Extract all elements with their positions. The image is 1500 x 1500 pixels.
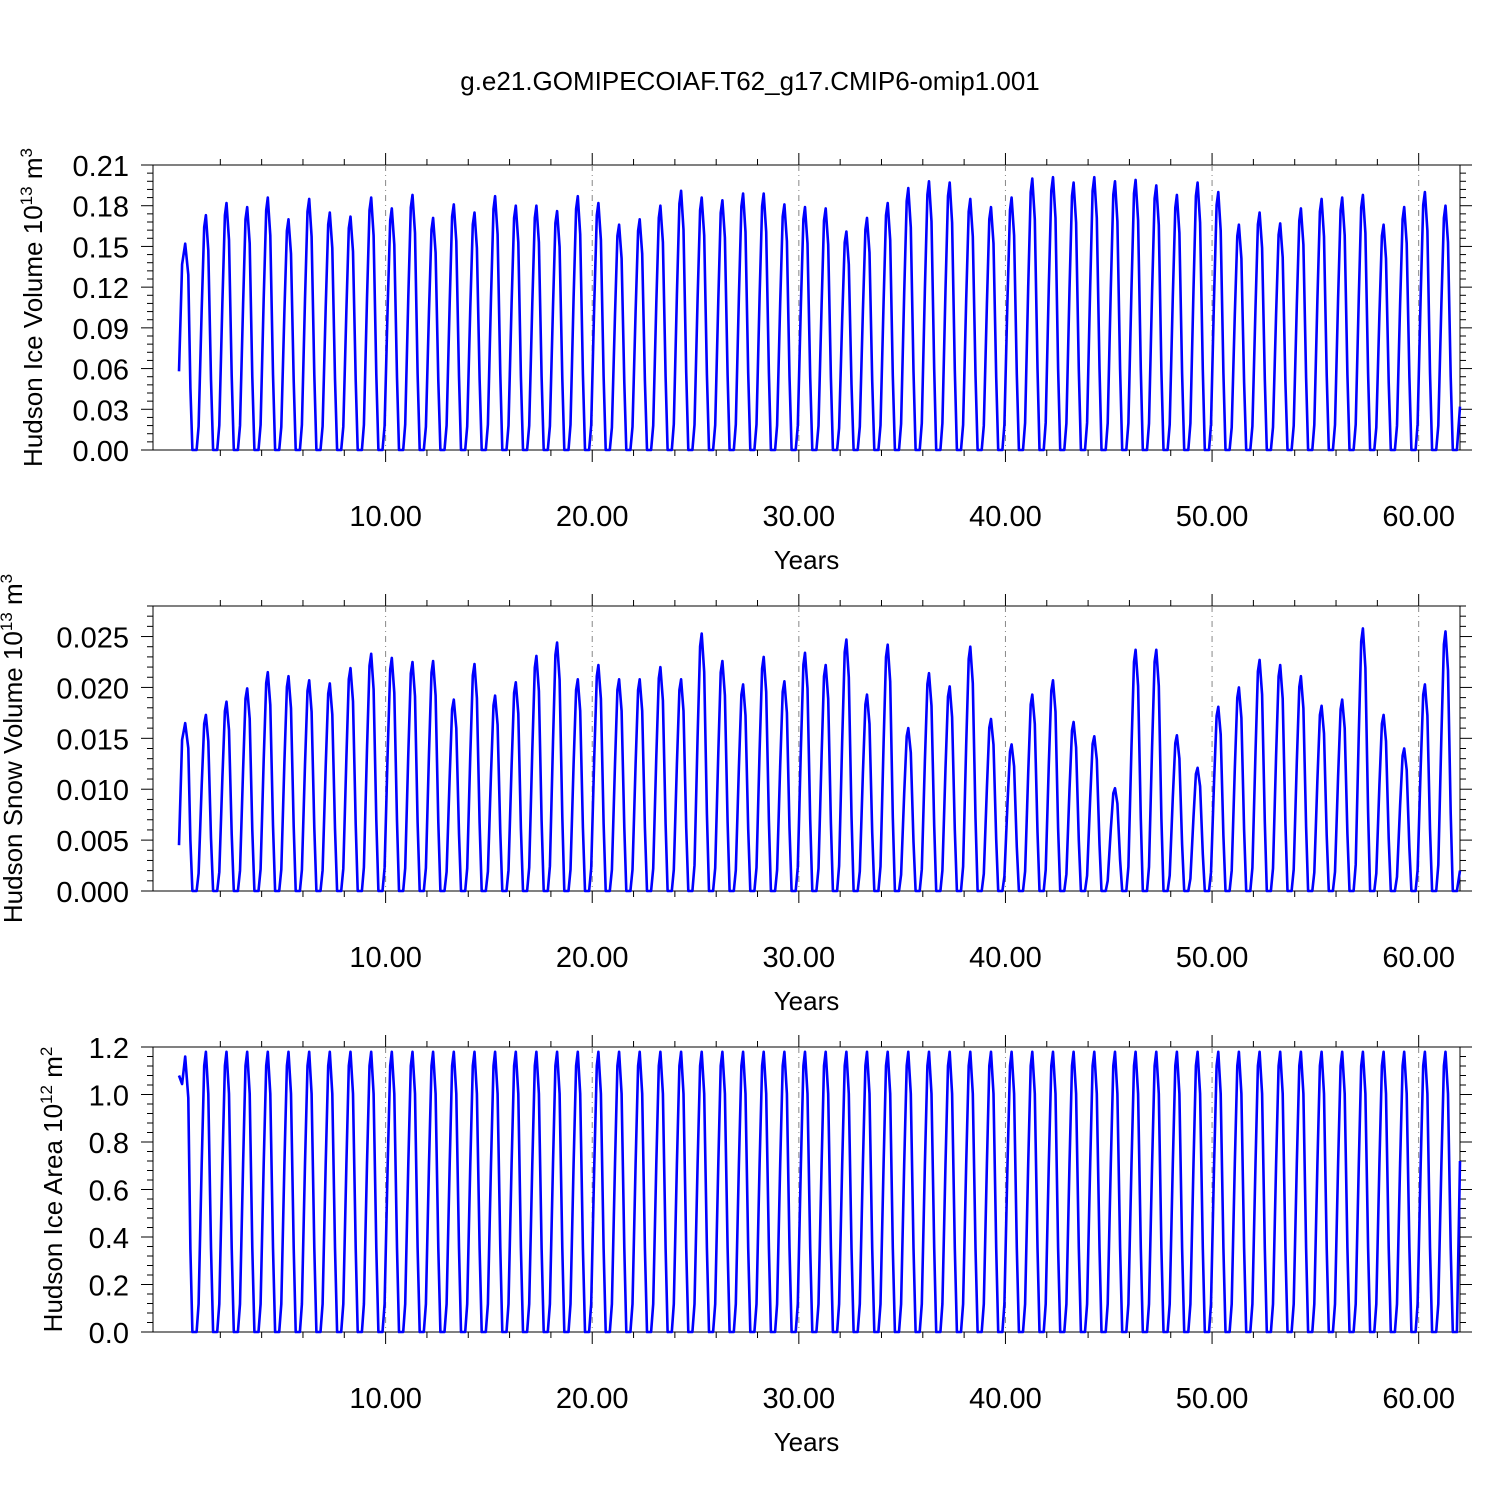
series-line-1 <box>177 627 1462 893</box>
y-tick-label: 0.4 <box>89 1223 129 1255</box>
y-tick-label: 0.8 <box>89 1128 129 1160</box>
y-tick-label: 1.0 <box>89 1081 129 1113</box>
plot-frame <box>152 164 1461 451</box>
series-line-1 <box>177 1050 1462 1334</box>
chart-panel-3: 0.0 0.2 0.4 0.6 0.8 1.0 1.2 10.00 20.00 30.00 40.0… <box>37 1033 1472 1457</box>
y-tick-label: 1.2 <box>89 1033 129 1065</box>
y-tick-label: 0.0 <box>89 1318 129 1350</box>
x-tick-label: 30.00 <box>763 1383 836 1415</box>
y-tick-label: 0.020 <box>56 673 129 705</box>
x-tick-label: 50.00 <box>1176 1383 1249 1415</box>
x-tick-label: 20.00 <box>556 501 629 533</box>
y-tick-label: 0.000 <box>56 877 129 909</box>
x-tick-label: 60.00 <box>1382 501 1455 533</box>
x-tick-label: 10.00 <box>349 501 422 533</box>
x-tick-label: 40.00 <box>969 501 1042 533</box>
x-tick-label: 60.00 <box>1382 1383 1455 1415</box>
y-tick-label: 0.00 <box>73 436 129 468</box>
x-tick-label: 50.00 <box>1176 942 1249 974</box>
y-tick-label: 0.21 <box>73 151 129 183</box>
y-tick-label: 0.18 <box>73 192 129 224</box>
x-axis-label: Years <box>774 545 840 575</box>
x-tick-label: 20.00 <box>556 1383 629 1415</box>
x-tick-label: 40.00 <box>969 1383 1042 1415</box>
y-tick-label: 0.06 <box>73 355 129 387</box>
x-tick-label: 20.00 <box>556 942 629 974</box>
x-tick-label: 30.00 <box>763 501 836 533</box>
y-tick-label: 0.6 <box>89 1176 129 1208</box>
x-axis-label: Years <box>774 1427 840 1457</box>
y-tick-label: 0.03 <box>73 395 129 427</box>
y-tick-label: 0.12 <box>73 273 129 305</box>
chart-panel-2: 0.000 0.005 0.010 0.015 0.020 0.025 10.00 20.00… <box>0 574 1472 1016</box>
y-tick-label: 0.025 <box>56 623 129 655</box>
x-tick-label: 30.00 <box>763 942 836 974</box>
x-tick-label: 50.00 <box>1176 501 1249 533</box>
y-axis-label: Hudson Ice Volume 1013 m3 <box>17 148 48 467</box>
y-axis-label: Hudson Ice Area 1012 m2 <box>37 1047 68 1333</box>
x-tick-label: 60.00 <box>1382 942 1455 974</box>
chart-panel-1: 0.00 0.03 0.06 0.09 0.12 0.15 0.18 0.21 10.00 20.… <box>17 148 1472 575</box>
y-tick-label: 0.005 <box>56 826 129 858</box>
y-tick-label: 0.09 <box>73 314 129 346</box>
x-tick-label: 10.00 <box>349 1383 422 1415</box>
y-tick-label: 0.010 <box>56 775 129 807</box>
chart-main-title: g.e21.GOMIPECOIAF.T62_g17.CMIP6-omip1.00… <box>460 66 1040 96</box>
y-tick-label: 0.15 <box>73 232 129 264</box>
y-tick-label: 0.2 <box>89 1271 129 1303</box>
y-axis-label: Hudson Snow Volume 1013 m3 <box>0 574 28 923</box>
x-tick-label: 10.00 <box>349 942 422 974</box>
x-axis-label: Years <box>774 986 840 1016</box>
x-tick-label: 40.00 <box>969 942 1042 974</box>
y-tick-label: 0.015 <box>56 724 129 756</box>
series-line-1 <box>177 175 1462 452</box>
